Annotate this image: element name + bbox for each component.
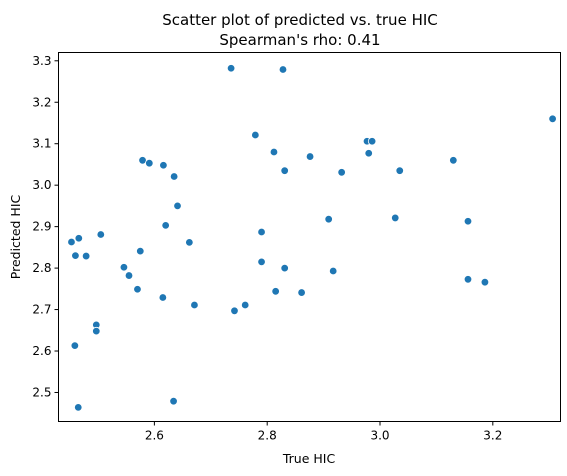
scatter-point xyxy=(240,300,250,310)
scatter-point xyxy=(74,403,83,412)
scatter-point xyxy=(226,64,236,73)
y-tick-label: 2.5 xyxy=(32,385,51,399)
scatter-point xyxy=(269,147,279,157)
scatter-point xyxy=(324,214,333,224)
scatter-point xyxy=(463,275,473,284)
scatter-point xyxy=(364,149,373,158)
scatter-point xyxy=(251,130,260,140)
scatter-point xyxy=(280,263,289,273)
x-tick-label: 3.0 xyxy=(370,429,389,443)
chart-title: Scatter plot of predicted vs. true HIC xyxy=(162,11,438,29)
scatter-point xyxy=(169,396,178,406)
scatter-point xyxy=(159,161,168,170)
scatter-point xyxy=(124,271,134,280)
scatter-point xyxy=(136,246,145,256)
y-tick-label: 2.6 xyxy=(32,344,51,358)
scatter-point xyxy=(133,285,142,294)
x-tick-label: 2.6 xyxy=(145,429,164,443)
scatter-point xyxy=(328,266,338,276)
scatter-point xyxy=(190,300,199,310)
y-tick-label: 2.7 xyxy=(32,303,51,317)
y-axis-label: Predicted HIC xyxy=(8,194,23,279)
scatter-point xyxy=(92,326,101,336)
scatter-point xyxy=(395,166,404,175)
scatter-point xyxy=(278,65,288,74)
x-tick-label: 3.2 xyxy=(483,429,502,443)
scatter-point xyxy=(463,217,473,226)
scatter-point xyxy=(71,251,80,260)
scatter-point xyxy=(96,230,106,239)
y-tick-label: 3.2 xyxy=(32,95,51,109)
scatter-point xyxy=(74,234,84,243)
chart-subtitle: Spearman's rho: 0.41 xyxy=(219,31,380,49)
scatter-point xyxy=(257,227,266,237)
y-tick-label: 2.8 xyxy=(32,261,51,275)
x-tick-label: 2.8 xyxy=(258,429,277,443)
x-axis-ticks: 2.6 2.8 3.0 3.2 xyxy=(145,421,502,443)
scatter-point xyxy=(230,306,239,315)
scatter-point xyxy=(271,287,280,296)
x-axis-label: True HIC xyxy=(282,451,336,466)
scatter-point xyxy=(169,172,179,181)
scatter-point xyxy=(305,152,315,161)
scatter-point xyxy=(67,237,76,247)
scatter-point xyxy=(70,341,80,350)
scatter-point xyxy=(391,213,400,223)
scatter-point xyxy=(173,201,182,211)
y-tick-label: 3.3 xyxy=(32,54,51,68)
scatter-point xyxy=(449,156,458,165)
scatter-point xyxy=(185,238,194,247)
scatter-point xyxy=(548,114,557,124)
y-axis-ticks: 2.5 2.6 2.7 2.8 2.9 3.0 3.1 3.2 3.3 xyxy=(32,54,59,399)
scatter-point xyxy=(297,288,306,297)
scatter-point xyxy=(480,277,490,287)
scatter-point xyxy=(158,293,168,302)
scatter-point xyxy=(119,263,129,272)
y-tick-label: 2.9 xyxy=(32,220,51,234)
scatter-point xyxy=(161,221,170,230)
y-tick-label: 3.0 xyxy=(32,178,51,192)
scatter-point xyxy=(337,168,346,177)
data-points xyxy=(67,64,557,412)
scatter-point xyxy=(145,158,154,168)
scatter-point xyxy=(367,137,377,146)
plot-frame xyxy=(58,52,561,422)
scatter-point xyxy=(280,166,289,175)
y-tick-label: 3.1 xyxy=(32,137,51,151)
scatter-point xyxy=(81,251,91,261)
scatter-point xyxy=(257,257,266,267)
